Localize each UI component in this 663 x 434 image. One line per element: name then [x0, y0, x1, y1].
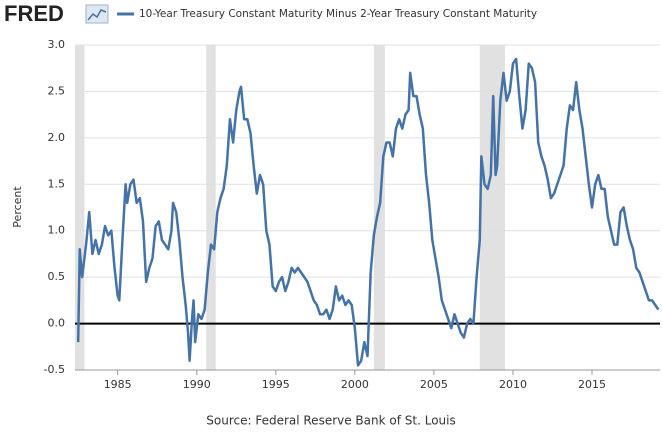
y-tick-label: -0.5 [44, 363, 65, 376]
logo: FRED [4, 1, 64, 26]
recession-band [206, 45, 216, 370]
y-tick-label: 0.5 [48, 270, 66, 283]
y-axis-label: Percent [11, 186, 24, 228]
y-tick-label: 3.0 [48, 38, 66, 51]
x-tick-label: 2010 [499, 378, 527, 391]
x-tick-label: 1995 [262, 378, 290, 391]
x-tick-label: 2005 [420, 378, 448, 391]
x-tick-label: 2015 [578, 378, 606, 391]
y-tick-label: 2.5 [48, 84, 66, 97]
y-tick-label: 1.0 [48, 224, 66, 237]
y-tick-label: 2.0 [48, 131, 66, 144]
x-tick-label: 1990 [183, 378, 211, 391]
y-tick-label: 1.5 [48, 177, 66, 190]
logo-icon [85, 4, 109, 24]
legend-label: 10-Year Treasury Constant Maturity Minus… [139, 8, 537, 20]
source: Source: Federal Reserve Bank of St. Loui… [206, 414, 455, 428]
y-tick-label: 0.0 [48, 317, 66, 330]
recession-band [75, 45, 85, 370]
x-tick-label: 1985 [104, 378, 132, 391]
data-line [76, 57, 660, 367]
x-tick-label: 2000 [341, 378, 369, 391]
